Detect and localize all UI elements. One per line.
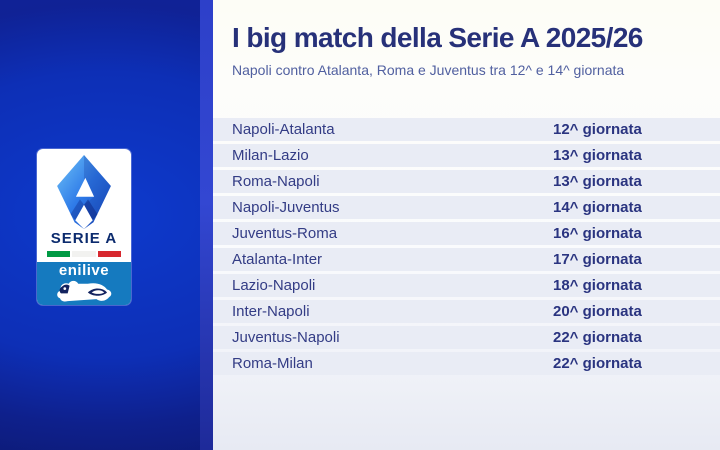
serie-a-monogram-icon [57, 155, 111, 229]
matchday: 22^ giornata [553, 329, 642, 346]
match-teams: Inter-Napoli [232, 303, 310, 320]
table-row: Lazio-Napoli 18^ giornata [213, 274, 720, 297]
match-teams: Napoli-Juventus [232, 199, 340, 216]
table-row: Napoli-Juventus 14^ giornata [213, 196, 720, 219]
match-teams: Milan-Lazio [232, 147, 309, 164]
table-row: Roma-Napoli 13^ giornata [213, 170, 720, 193]
table-row: Inter-Napoli 20^ giornata [213, 300, 720, 323]
content-panel: I big match della Serie A 2025/26 Napoli… [213, 0, 720, 450]
match-teams: Lazio-Napoli [232, 277, 316, 294]
italian-flag-icon [47, 251, 121, 257]
match-teams: Roma-Milan [232, 355, 313, 372]
match-teams: Juventus-Napoli [232, 329, 340, 346]
matchday: 17^ giornata [553, 251, 642, 268]
matchday: 16^ giornata [553, 225, 642, 242]
eni-dog-icon [57, 280, 112, 302]
matchday: 13^ giornata [553, 147, 642, 164]
match-table: Napoli-Atalanta 12^ giornata Milan-Lazio… [213, 118, 720, 375]
page-subtitle: Napoli contro Atalanta, Roma e Juventus … [232, 62, 625, 78]
table-row: Atalanta-Inter 17^ giornata [213, 248, 720, 271]
league-name: SERIE A [50, 230, 118, 247]
sponsor-name: enilive [58, 262, 110, 279]
serie-a-logo-card: SERIE A enilive [37, 149, 131, 305]
match-teams: Atalanta-Inter [232, 251, 323, 268]
match-teams: Roma-Napoli [232, 173, 320, 190]
matchday: 20^ giornata [553, 303, 642, 320]
matchday: 14^ giornata [553, 199, 642, 216]
sponsor-box: enilive [37, 262, 131, 305]
match-teams: Napoli-Atalanta [232, 121, 335, 138]
matchday: 18^ giornata [553, 277, 642, 294]
table-row: Napoli-Atalanta 12^ giornata [213, 118, 720, 141]
table-row: Juventus-Roma 16^ giornata [213, 222, 720, 245]
matchday: 13^ giornata [553, 173, 642, 190]
table-row: Roma-Milan 22^ giornata [213, 352, 720, 375]
matchday: 22^ giornata [553, 355, 642, 372]
panel-accent-bar [200, 0, 213, 450]
match-teams: Juventus-Roma [232, 225, 338, 242]
matchday: 12^ giornata [553, 121, 642, 138]
page-title: I big match della Serie A 2025/26 [232, 22, 643, 53]
table-row: Juventus-Napoli 22^ giornata [213, 326, 720, 349]
table-row: Milan-Lazio 13^ giornata [213, 144, 720, 167]
